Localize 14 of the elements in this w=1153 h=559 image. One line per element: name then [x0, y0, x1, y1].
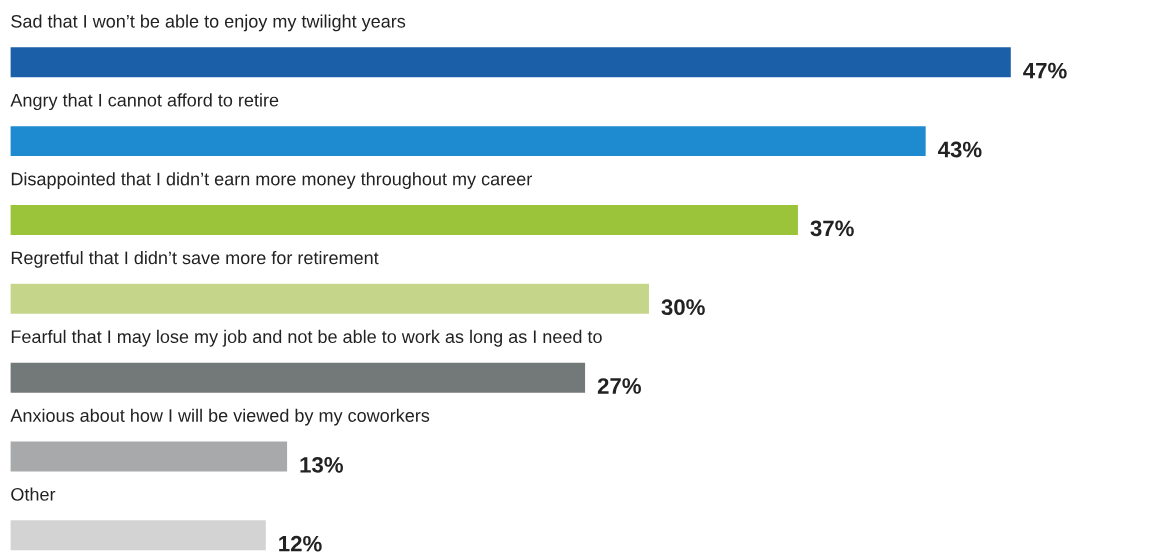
data-label: 30%	[661, 299, 705, 316]
y-tick-label: Disappointed that I didn’t earn more money throughout my career	[11, 172, 532, 189]
data-label: 12%	[279, 535, 322, 552]
y-tick-label: Anxious about how I will be viewed by my coworkers	[10, 408, 430, 426]
data-label: 43%	[937, 141, 982, 158]
data-label: 47%	[1023, 62, 1067, 79]
y-tick-label: Other	[11, 487, 56, 501]
data-label: 13%	[300, 456, 343, 473]
y-tick-label: Fearful that I may lose my job and not be able to work as long as I need to	[11, 329, 602, 347]
data-label: 27%	[597, 378, 641, 394]
y-tick-label: Sad that I won’t be able to enjoy my twilight years	[11, 14, 406, 32]
y-tick-label: Angry that I cannot afford to retire	[10, 93, 279, 111]
data-label: 37%	[810, 220, 854, 237]
y-tick-label: Regretful that I didn’t save more for retirement	[11, 250, 379, 268]
